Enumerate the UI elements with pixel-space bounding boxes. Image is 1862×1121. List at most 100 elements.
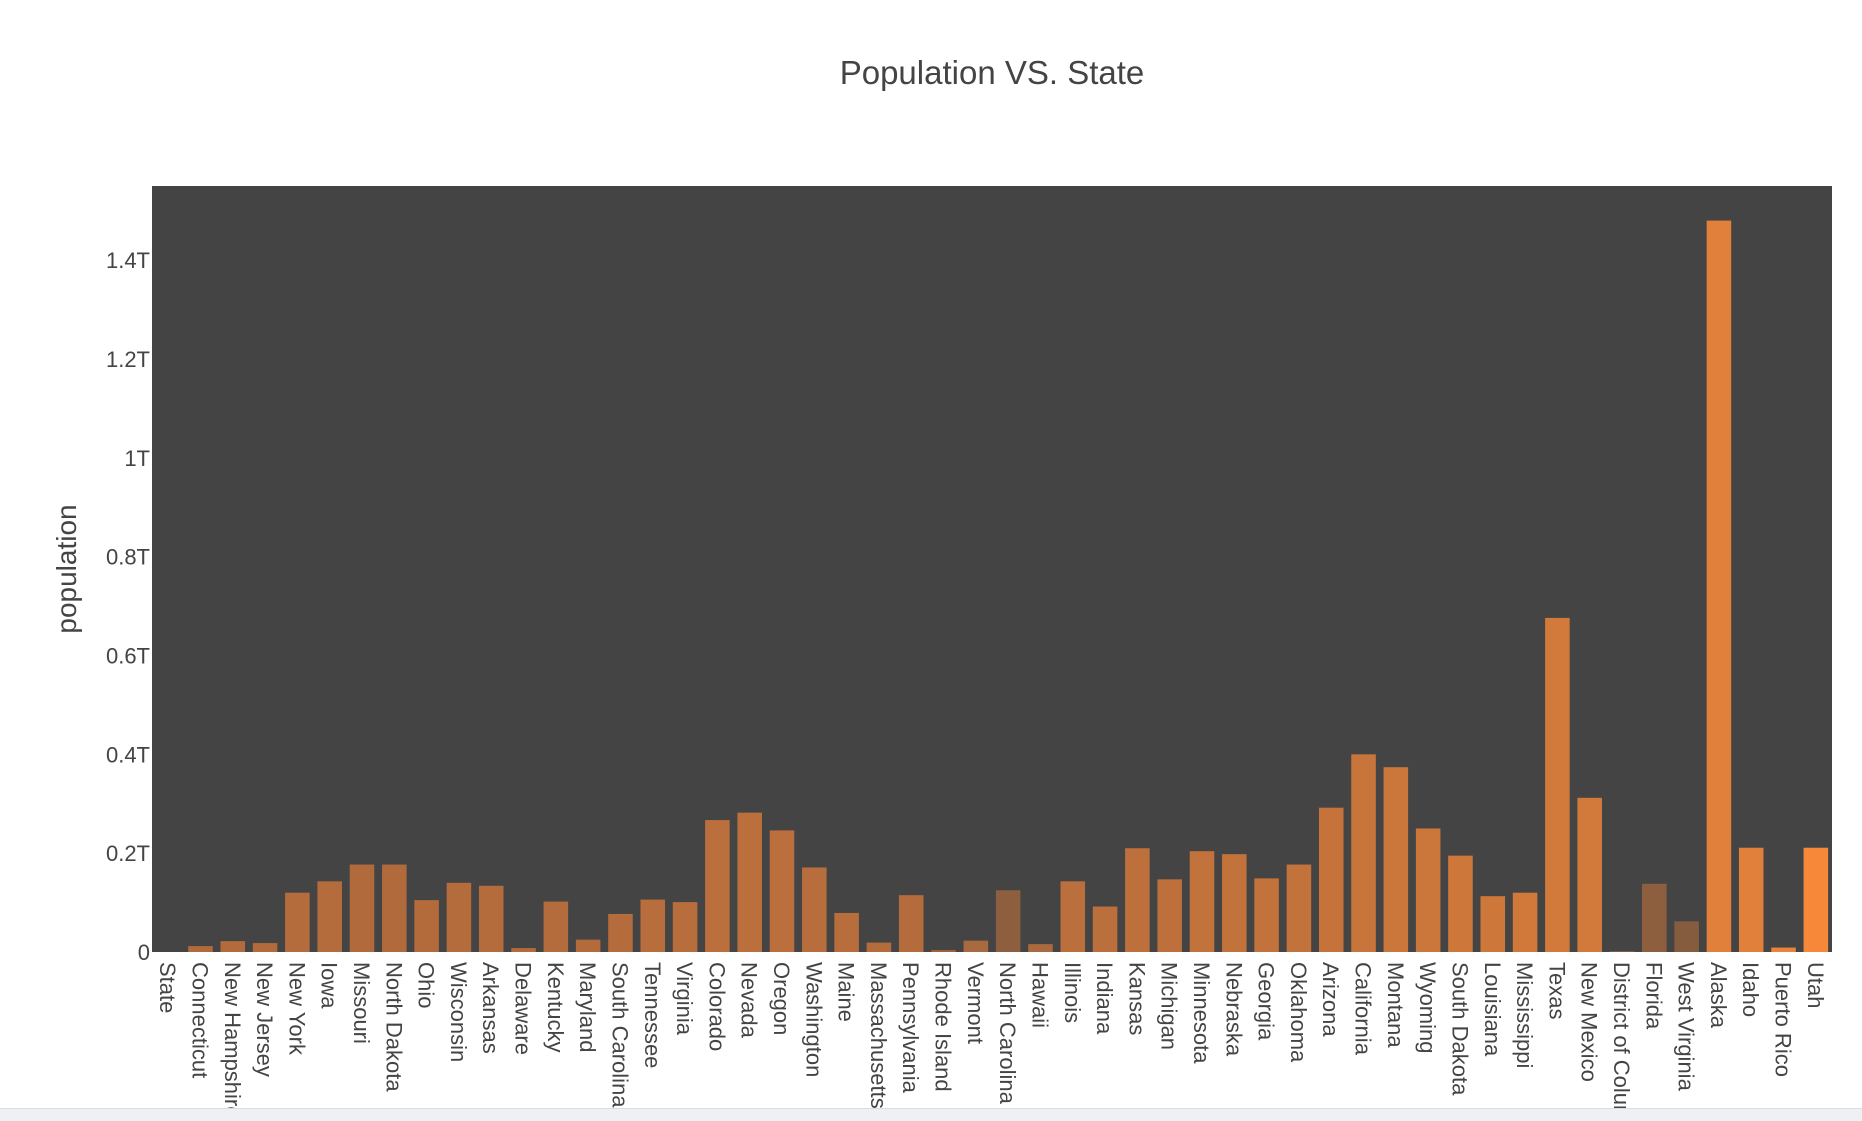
x-tick-label: Alaska [1706,962,1731,1029]
x-tick-label: Tennessee [640,962,665,1068]
bar-missouri[interactable] [349,864,375,952]
bar-delaware[interactable] [511,948,536,952]
x-tick-label: Delaware [511,962,536,1055]
x-tick-label: New Mexico [1577,962,1602,1082]
x-tick-label: Arizona [1318,962,1343,1037]
bar-maine[interactable] [834,912,859,952]
y-tick-label: 0.6T [106,643,150,668]
x-tick-label: Wyoming [1415,962,1440,1054]
bar-indiana[interactable] [1092,906,1118,952]
bar-virginia[interactable] [672,902,698,952]
bar-arkansas[interactable] [478,885,504,952]
bar-district-of-columbia[interactable] [1609,951,1635,952]
y-tick-label: 0.8T [106,545,150,570]
x-tick-label: Minnesota [1189,962,1214,1064]
x-tick-label: North Carolina [995,962,1020,1105]
bar-nevada[interactable] [737,812,762,952]
x-tick-label: West Virginia [1674,962,1699,1092]
bar-alaska[interactable] [1706,220,1732,953]
x-axis-ticks: State Connecticut New Hampshire New Jersey N… [155,962,1828,1120]
bar-washington[interactable] [802,867,827,952]
y-tick-label: 0.2T [106,841,150,866]
x-tick-label: Pennsylvania [898,962,923,1094]
x-tick-label: Puerto Rico [1771,962,1796,1077]
bar-california[interactable] [1351,754,1376,952]
bar-arizona[interactable] [1318,807,1344,952]
x-tick-label: New Hampshire [220,962,245,1119]
bar-new-hampshire[interactable] [220,941,246,952]
bar-connecticut[interactable] [188,946,213,952]
x-tick-label: Washington [801,962,826,1077]
x-tick-label: California [1351,962,1376,1056]
bar-tennessee[interactable] [640,899,666,952]
bar-illinois[interactable] [1060,881,1086,952]
x-tick-label: Texas [1544,962,1569,1019]
bar-oregon[interactable] [769,830,795,952]
x-tick-label: Montana [1383,962,1408,1048]
x-tick-label: New Jersey [252,962,277,1077]
bar-colorado[interactable] [705,820,730,952]
chart-title: Population VS. State [840,54,1145,91]
x-tick-label: Illinois [1060,962,1085,1023]
x-tick-label: Colorado [704,962,729,1051]
y-tick-label: 1.2T [106,347,150,372]
bar-montana[interactable] [1383,767,1409,952]
x-tick-label: Michigan [1157,962,1182,1050]
bar-puerto-rico[interactable] [1771,947,1796,952]
bar-pennsylvania[interactable] [898,895,924,952]
bar-texas[interactable] [1545,617,1570,952]
x-tick-label: Georgia [1254,962,1279,1041]
bar-new-mexico[interactable] [1577,797,1602,952]
x-tick-label: Nebraska [1221,962,1246,1057]
x-tick-label: Florida [1641,962,1666,1030]
bar-wisconsin[interactable] [446,882,472,952]
x-tick-label: Massachusetts [866,962,891,1109]
x-tick-label: Mississippi [1512,962,1537,1068]
x-tick-label: Oklahoma [1286,962,1311,1063]
bar-michigan[interactable] [1157,879,1182,952]
bar-wyoming[interactable] [1415,828,1441,952]
x-tick-label: Connecticut [187,962,212,1078]
x-tick-label: Arkansas [478,962,503,1054]
bar-south-carolina[interactable] [608,913,633,952]
x-tick-label: Kentucky [543,962,568,1053]
y-tick-label: 1.4T [106,248,150,273]
bar-west-virginia[interactable] [1674,921,1699,952]
x-tick-label: Rhode Island [931,962,956,1092]
bar-new-york[interactable] [285,892,310,952]
y-axis-ticks: 0 0.2T 0.4T 0.6T 0.8T 1T 1.2T 1.4T [106,248,150,965]
x-tick-label: State [155,962,180,1013]
bar-kentucky[interactable] [543,901,569,952]
bar-rhode-island[interactable] [931,950,956,952]
bar-hawaii[interactable] [1028,944,1053,952]
bar-iowa[interactable] [317,881,342,952]
bar-mississippi[interactable] [1512,892,1538,952]
bar-oklahoma[interactable] [1286,864,1312,952]
bar-south-dakota[interactable] [1448,855,1473,952]
bar-north-dakota[interactable] [382,864,407,952]
x-tick-label: Oregon [769,962,794,1035]
bar-new-jersey[interactable] [252,943,278,952]
bar-minnesota[interactable] [1189,851,1215,952]
bar-ohio[interactable] [414,900,439,952]
bar-louisiana[interactable] [1480,896,1506,952]
bar-maryland[interactable] [575,939,601,952]
bar-utah[interactable] [1803,847,1829,952]
bar-georgia[interactable] [1254,878,1279,952]
window-bottom-strip [0,1108,1862,1121]
bar-vermont[interactable] [963,940,989,952]
x-tick-label: South Dakota [1447,962,1472,1096]
bar-kansas[interactable] [1125,848,1150,952]
bar-idaho[interactable] [1738,847,1764,952]
bar-nebraska[interactable] [1222,854,1247,952]
x-tick-label: Hawaii [1027,962,1052,1028]
y-tick-label: 0 [138,940,150,965]
x-tick-label: Idaho [1738,962,1763,1017]
x-tick-label: Kansas [1124,962,1149,1035]
x-tick-label: Iowa [317,962,342,1009]
bar-massachusetts[interactable] [866,942,892,952]
bar-florida[interactable] [1642,883,1667,952]
y-tick-label: 0.4T [106,742,150,767]
bar-north-carolina[interactable] [995,890,1021,952]
